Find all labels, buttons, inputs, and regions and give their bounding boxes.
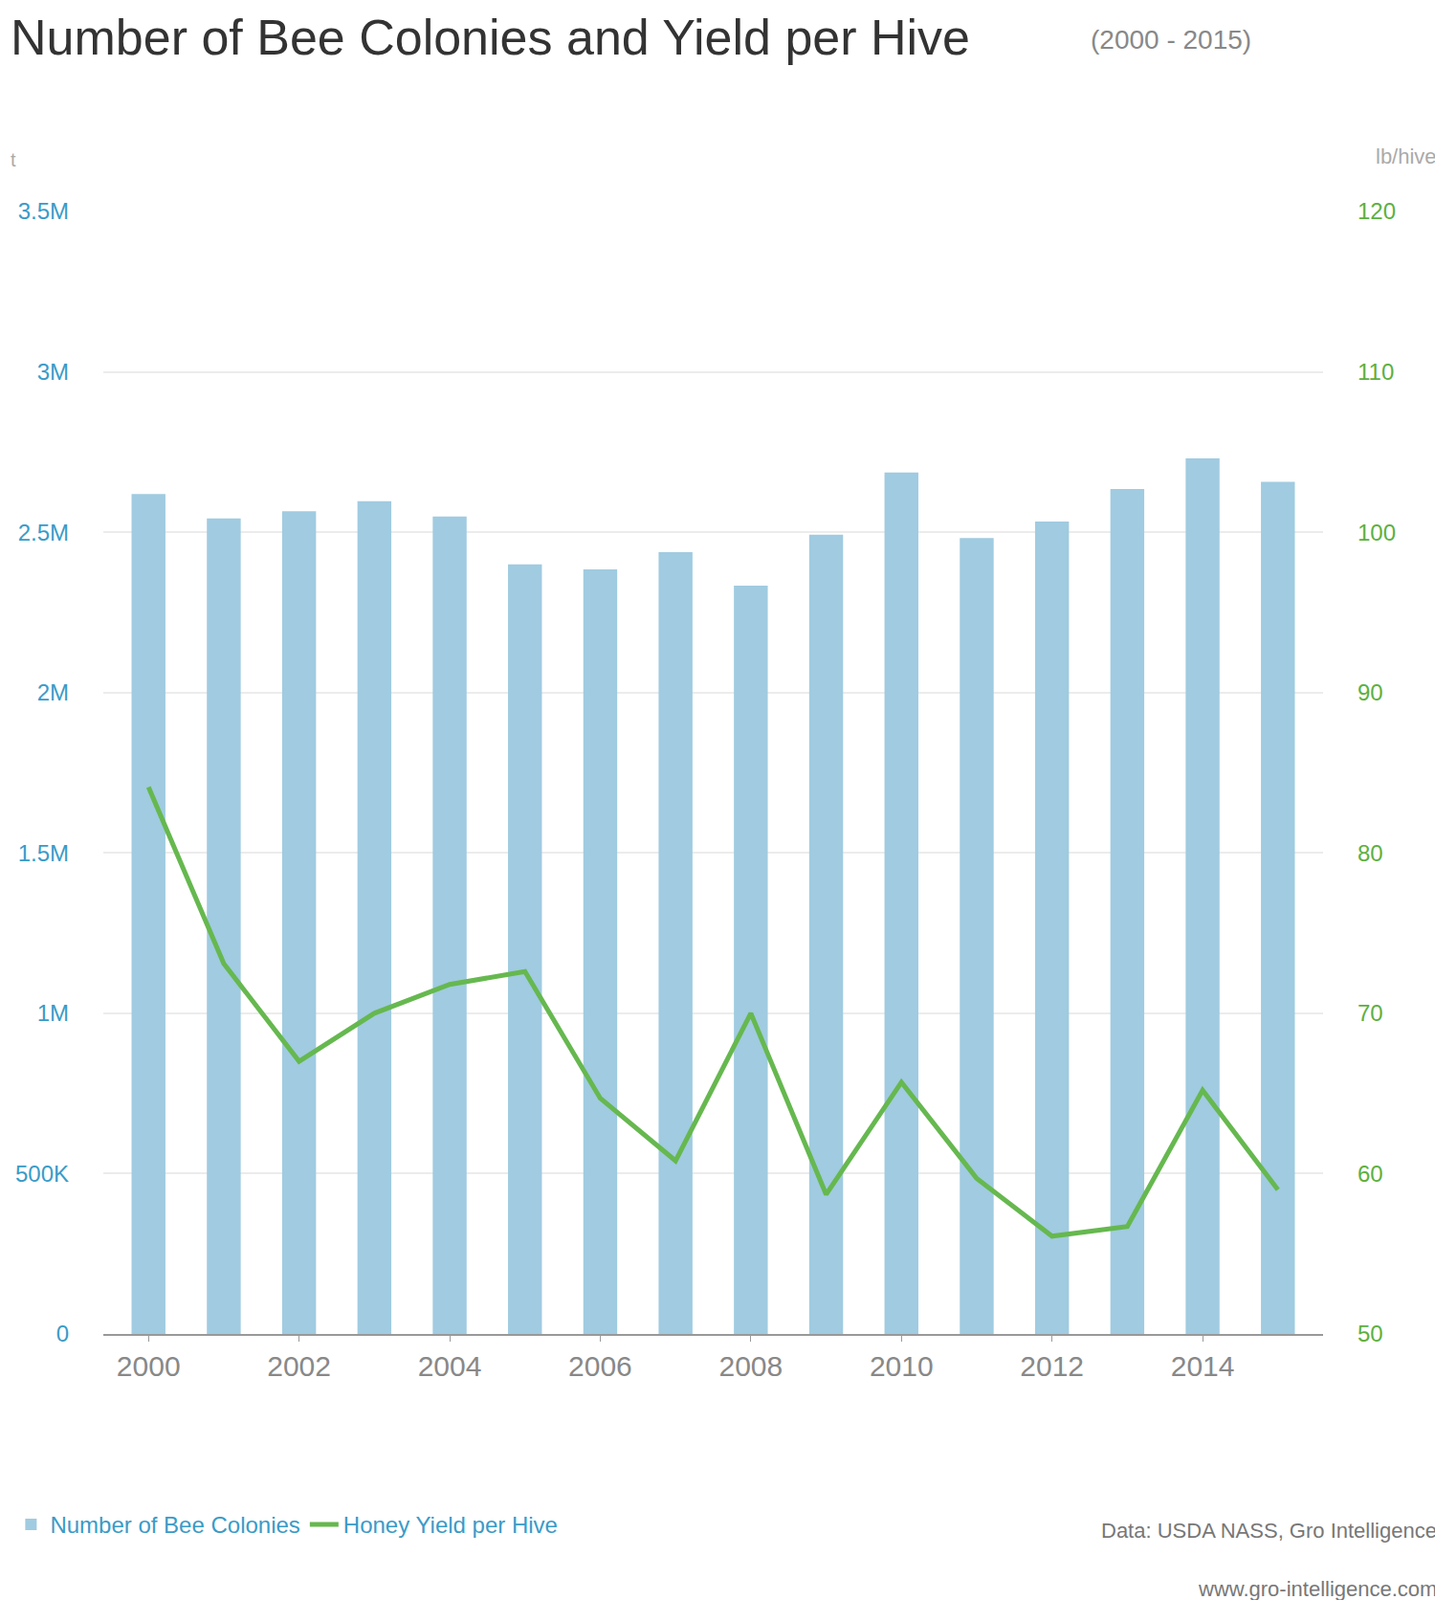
svg-text:0: 0: [56, 1320, 69, 1347]
svg-text:2012: 2012: [1019, 1349, 1084, 1382]
svg-text:2014: 2014: [1170, 1349, 1236, 1382]
svg-text:60: 60: [1357, 1160, 1384, 1187]
svg-text:70: 70: [1357, 999, 1384, 1026]
svg-text:80: 80: [1357, 839, 1384, 866]
svg-text:Honey Yield per Hive: Honey Yield per Hive: [343, 1511, 558, 1538]
svg-text:2008: 2008: [718, 1349, 783, 1382]
svg-text:2M: 2M: [37, 679, 69, 706]
svg-text:Data: USDA NASS, Gro Intellige: Data: USDA NASS, Gro Intelligence: [1101, 1518, 1435, 1543]
svg-text:500K: 500K: [15, 1160, 69, 1187]
svg-text:1M: 1M: [37, 999, 69, 1026]
svg-text:lb/hive: lb/hive: [1375, 144, 1435, 169]
svg-text:t: t: [10, 149, 17, 171]
svg-text:2.5M: 2.5M: [18, 519, 69, 546]
svg-text:3M: 3M: [37, 358, 69, 385]
svg-text:3.5M: 3.5M: [18, 198, 69, 224]
svg-text:Number of Bee Colonies and Yie: Number of Bee Colonies and Yield per Hiv…: [10, 9, 971, 66]
svg-text:90: 90: [1357, 679, 1384, 706]
svg-text:100: 100: [1357, 519, 1396, 546]
svg-text:110: 110: [1357, 358, 1394, 385]
svg-text:2000: 2000: [116, 1349, 181, 1382]
svg-text:1.5M: 1.5M: [18, 839, 69, 866]
svg-text:2010: 2010: [869, 1349, 934, 1382]
svg-text:www.gro-intelligence.com: www.gro-intelligence.com: [1197, 1576, 1435, 1600]
svg-text:50: 50: [1357, 1320, 1384, 1347]
svg-text:2002: 2002: [266, 1349, 332, 1382]
svg-text:(2000 - 2015): (2000 - 2015): [1090, 24, 1252, 55]
svg-text:120: 120: [1357, 198, 1396, 224]
svg-text:2006: 2006: [568, 1349, 633, 1382]
svg-text:2004: 2004: [418, 1349, 483, 1382]
svg-text:Number of Bee Colonies: Number of Bee Colonies: [49, 1511, 300, 1538]
